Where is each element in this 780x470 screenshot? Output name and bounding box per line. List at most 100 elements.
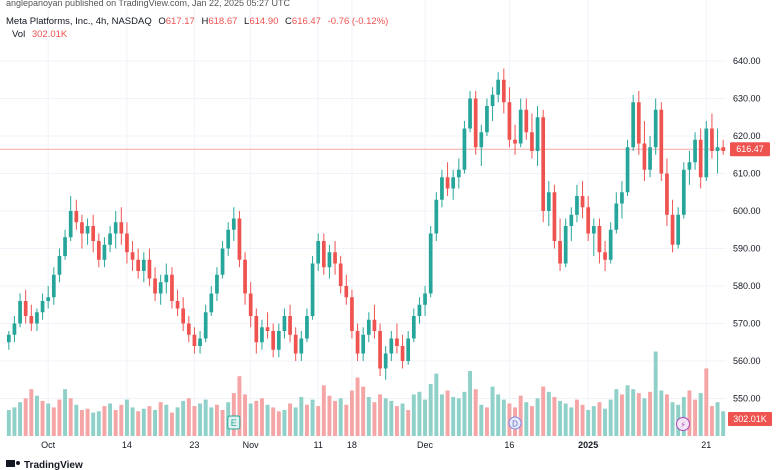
- candle: [361, 327, 366, 361]
- candle: [591, 218, 596, 256]
- price-axis[interactable]: 640.00 630.00 620.00 610.00 600.00 590.00 580.…: [733, 56, 761, 404]
- svg-text:Meta Platforms, Inc., 4h, NASD: Meta Platforms, Inc., 4h, NASDAQ O617.17…: [6, 16, 388, 27]
- candle: [383, 346, 388, 380]
- volume-bar: [709, 406, 714, 436]
- volume-bar: [619, 394, 624, 436]
- volume-bar: [378, 394, 383, 436]
- volume-bar: [563, 403, 568, 436]
- candle: [57, 248, 62, 283]
- candle: [209, 286, 214, 316]
- candle: [288, 304, 292, 343]
- candle: [63, 229, 67, 260]
- volume-bar: [439, 394, 444, 436]
- candle: [186, 316, 191, 343]
- volume-bar: [704, 368, 709, 436]
- volume-bar: [597, 402, 602, 436]
- candle: [665, 158, 669, 226]
- candle: [608, 222, 613, 264]
- candle: [260, 319, 264, 350]
- candle: [648, 136, 652, 178]
- candle: [136, 248, 141, 279]
- candle: [693, 132, 697, 170]
- dividend-marker[interactable]: D: [508, 416, 522, 430]
- flash-icon: ⚡: [680, 421, 686, 430]
- volume-bar: [282, 410, 287, 436]
- candle: [350, 289, 354, 339]
- candle: [563, 218, 568, 268]
- volume-bar: [119, 404, 124, 436]
- candle: [411, 308, 416, 343]
- volume-bar: [68, 398, 73, 436]
- candle: [276, 323, 281, 358]
- volume-bar: [265, 404, 270, 436]
- candle: [681, 162, 686, 219]
- candle: [704, 121, 709, 181]
- volume-bar: [74, 404, 79, 436]
- earnings-marker[interactable]: E: [227, 415, 241, 430]
- tradingview-logo[interactable]: TradingView: [6, 460, 83, 470]
- x-tick-label: Oct: [41, 440, 56, 450]
- candle: [12, 316, 17, 343]
- candle: [552, 184, 557, 249]
- y-tick-label: 570.00: [733, 319, 761, 329]
- candle: [226, 222, 231, 256]
- candle: [586, 196, 591, 241]
- volume-bar: [496, 394, 501, 436]
- volume-bar: [243, 394, 248, 436]
- candle: [29, 304, 34, 331]
- volume-bar: [406, 410, 411, 436]
- candle: [440, 169, 444, 208]
- x-tick-label: 11: [314, 440, 323, 450]
- volume-bar: [400, 403, 405, 436]
- volume-bar: [259, 398, 264, 436]
- volume-bar: [490, 386, 495, 436]
- flash-marker[interactable]: ⚡: [676, 417, 690, 431]
- volume-bar: [456, 398, 461, 436]
- candle: [575, 184, 579, 223]
- time-axis[interactable]: Oct 14 23 Nov 11 18 Dec 16 2025 21: [41, 440, 711, 450]
- volume-bar: [625, 385, 630, 436]
- candle: [18, 293, 22, 328]
- volume-bar: [40, 400, 45, 436]
- candle: [620, 181, 624, 219]
- volume-bar: [541, 386, 546, 436]
- last-price-badge: 616.47: [730, 142, 770, 157]
- volume-bar: [349, 390, 354, 436]
- volume-bar: [524, 402, 529, 436]
- candle: [479, 124, 484, 166]
- volume-bar: [186, 398, 191, 436]
- publisher-line: anglepanoyan published on TradingView.co…: [6, 0, 291, 8]
- candle: [451, 169, 456, 200]
- legend-vol-label: Vol: [12, 29, 25, 40]
- candle: [293, 327, 298, 361]
- candle: [496, 72, 501, 103]
- volume-bar: [721, 411, 726, 436]
- candlesticks: [6, 68, 726, 380]
- candle: [254, 308, 259, 354]
- volume-bar: [51, 407, 56, 436]
- volume-bar: [85, 408, 90, 436]
- volume-bar: [394, 406, 399, 436]
- dividend-icon: D: [512, 420, 518, 429]
- candle: [170, 267, 174, 309]
- volume-bar: [209, 407, 214, 436]
- candle: [653, 98, 658, 155]
- candle: [535, 106, 540, 166]
- volume-bar: [468, 371, 473, 436]
- y-tick-label: 610.00: [733, 169, 761, 179]
- candle: [428, 226, 433, 298]
- candle: [35, 308, 39, 331]
- volume-bar: [361, 386, 366, 436]
- volume-bar: [366, 397, 371, 436]
- volume-bar: [698, 393, 703, 436]
- x-tick-label: 18: [347, 440, 357, 450]
- volume-bar: [631, 389, 636, 436]
- candle: [305, 308, 309, 343]
- candle: [46, 286, 51, 309]
- x-tick-label: 14: [122, 440, 132, 450]
- volume-bar: [591, 406, 596, 436]
- volume-bar: [141, 408, 146, 436]
- legend-change: -0.76 (-0.12%): [328, 16, 389, 27]
- volume-bar: [473, 389, 478, 436]
